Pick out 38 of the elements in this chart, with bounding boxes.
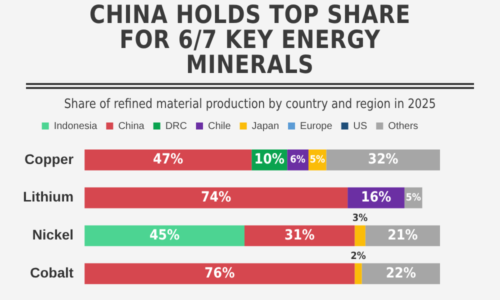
bar xyxy=(84,187,348,208)
bar xyxy=(244,225,355,246)
data-label: 6% xyxy=(290,154,306,166)
legend-label: Indonesia xyxy=(54,120,98,132)
bar xyxy=(84,263,355,284)
data-label: 16% xyxy=(360,189,392,206)
bar xyxy=(354,225,366,246)
legend-label: US xyxy=(353,120,368,132)
legend-label: Chile xyxy=(208,120,232,132)
chart-title: CHINA HOLDS TOP SHARE FOR 6/7 KEY ENERGY MINERALS xyxy=(88,0,412,79)
data-label: 31% xyxy=(284,227,316,244)
data-label: 10% xyxy=(254,152,285,168)
y-tick-label: Cobalt xyxy=(30,264,74,281)
legend-label: DRC xyxy=(165,120,187,132)
bar xyxy=(354,263,362,284)
data-label: 5% xyxy=(406,192,421,204)
y-tick-label: Nickel xyxy=(32,226,74,243)
bar xyxy=(326,150,440,170)
data-label: 21% xyxy=(388,227,418,244)
legend-label: Europe xyxy=(300,120,333,132)
data-label: 76% xyxy=(204,265,236,282)
data-label: 47% xyxy=(153,152,184,168)
bar xyxy=(84,150,252,170)
y-tick-label: Lithium xyxy=(23,188,74,205)
bar xyxy=(84,225,244,246)
legend-label: Japan xyxy=(252,120,280,132)
data-label: 45% xyxy=(149,227,180,244)
bar xyxy=(362,263,440,284)
data-label: 3% xyxy=(352,212,368,224)
data-label: 32% xyxy=(368,152,399,168)
data-label: 5% xyxy=(310,154,326,166)
y-tick-label: Copper xyxy=(24,150,74,167)
data-label: 22% xyxy=(386,265,416,282)
legend-label: China xyxy=(118,120,145,132)
data-label: 74% xyxy=(200,189,232,206)
chart-subtitle: Share of refined material production by country and region in 2025 xyxy=(63,97,437,112)
data-label: 2% xyxy=(350,250,366,262)
legend-label: Others xyxy=(388,120,418,132)
